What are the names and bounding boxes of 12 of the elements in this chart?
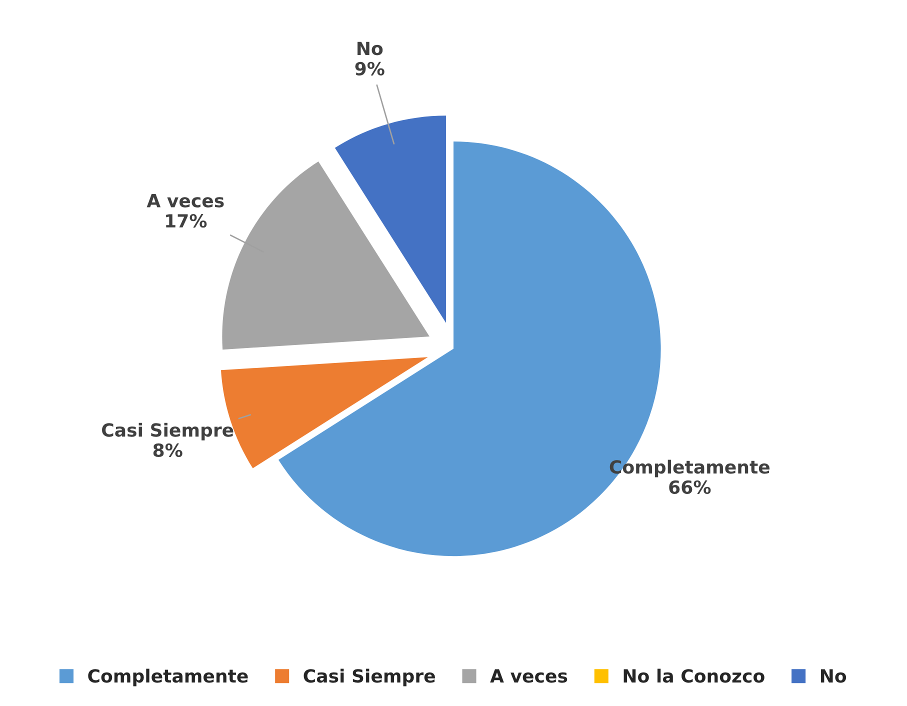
slice-label: Casi Siempre	[102, 422, 234, 440]
slice-label: No	[358, 42, 383, 56]
legend-label: No	[820, 669, 846, 683]
data-label: 66%	[669, 480, 711, 494]
legend-label: Completamente	[88, 668, 248, 686]
legend-label: A veces	[490, 669, 568, 683]
data-label: 17%	[166, 214, 207, 228]
legend-label: No la Conozco	[624, 668, 764, 683]
data-label: 8%	[153, 443, 182, 458]
legend-label: Casi Siempre	[304, 668, 435, 686]
data-label: 9%	[355, 62, 384, 76]
slice-label: A veces	[146, 194, 224, 208]
